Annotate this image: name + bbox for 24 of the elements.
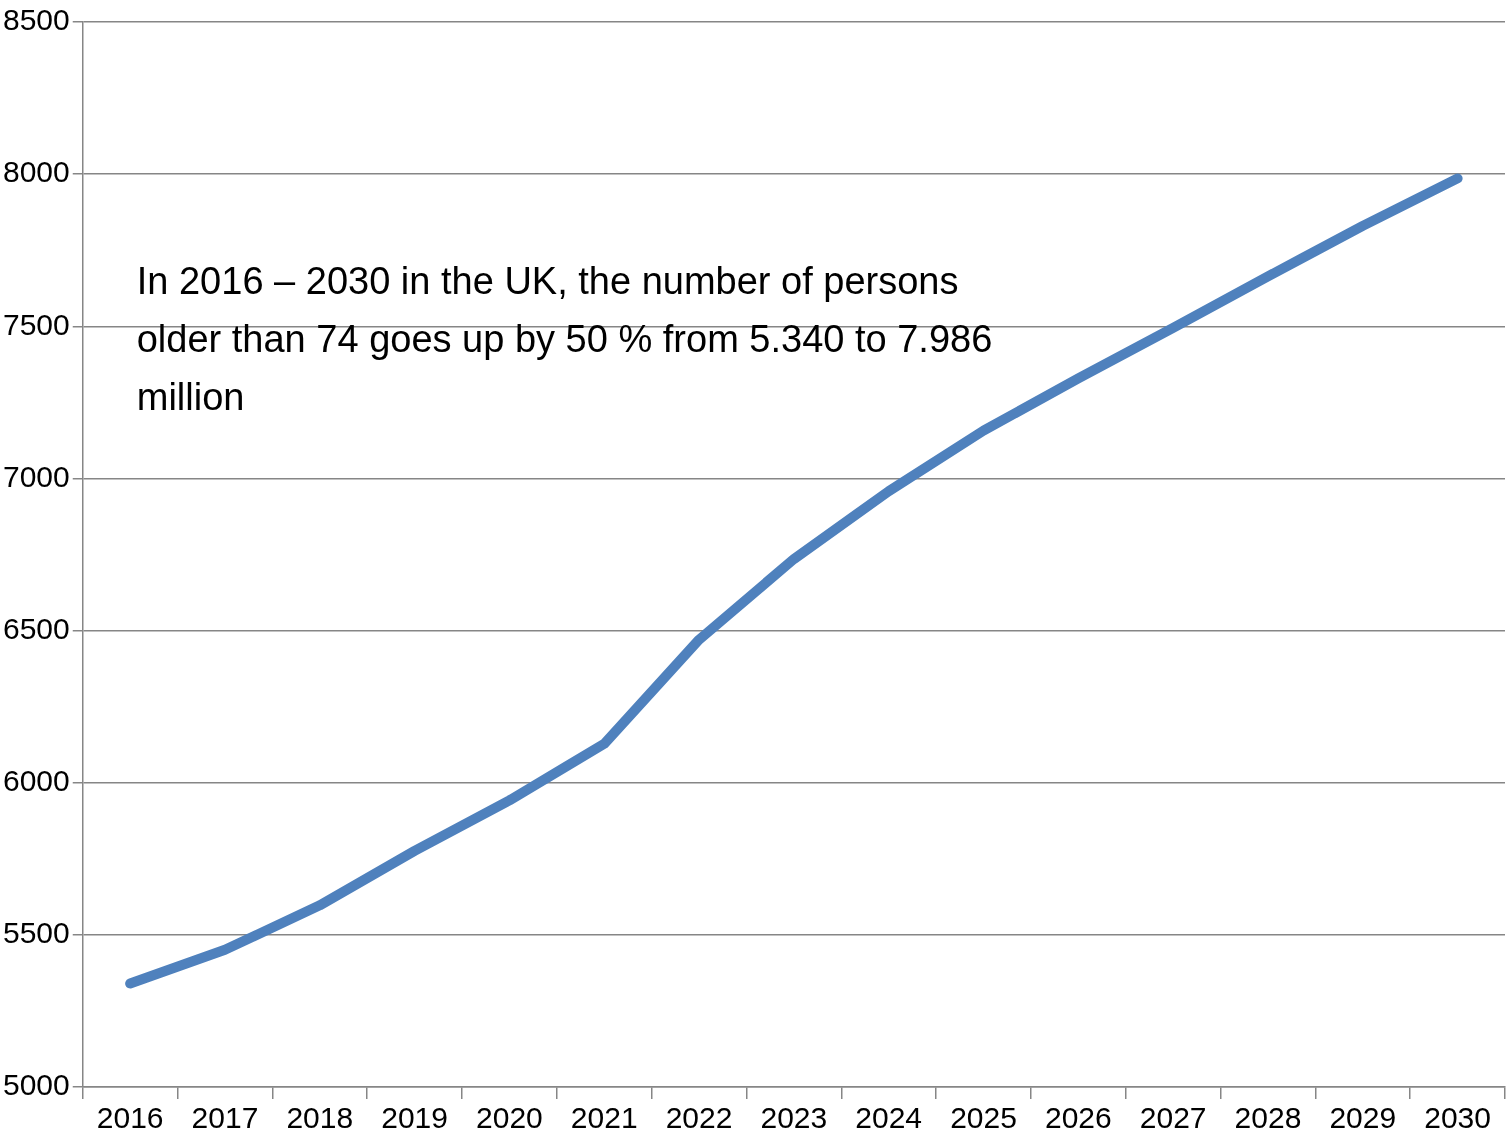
y-tick-label: 6000: [2, 763, 70, 797]
x-tick-label: 2022: [665, 1101, 733, 1135]
x-tick-label: 2016: [96, 1101, 164, 1135]
x-tick-label: 2023: [760, 1101, 828, 1135]
y-tick-label: 7500: [2, 307, 70, 341]
y-tick-label: 8500: [2, 3, 70, 37]
y-tick-label: 8000: [2, 155, 70, 189]
x-tick-label: 2017: [191, 1101, 259, 1135]
y-tick-label: 6500: [2, 611, 70, 645]
x-tick-label: 2030: [1424, 1101, 1491, 1135]
x-tick-label: 2021: [570, 1101, 638, 1135]
y-tick-label: 5500: [2, 916, 70, 950]
x-tick-label: 2024: [855, 1101, 923, 1135]
x-tick-label: 2025: [950, 1101, 1017, 1135]
y-tick-label: 7000: [2, 459, 70, 493]
annotation: In 2016 – 2030 in the UK, the number of persons older than 74 goes up by 50 % from 5.340 to 7.986 million: [136, 260, 993, 418]
x-tick-label: 2020: [476, 1101, 543, 1135]
x-tick-label: 2019: [381, 1101, 448, 1135]
x-tick-label: 2029: [1329, 1101, 1397, 1135]
x-tick-label: 2026: [1044, 1101, 1112, 1135]
x-tick-label: 2028: [1234, 1101, 1302, 1135]
x-tick-label: 2018: [286, 1101, 354, 1135]
x-tick-label: 2027: [1139, 1101, 1207, 1135]
y-tick-label: 5000: [2, 1068, 70, 1102]
